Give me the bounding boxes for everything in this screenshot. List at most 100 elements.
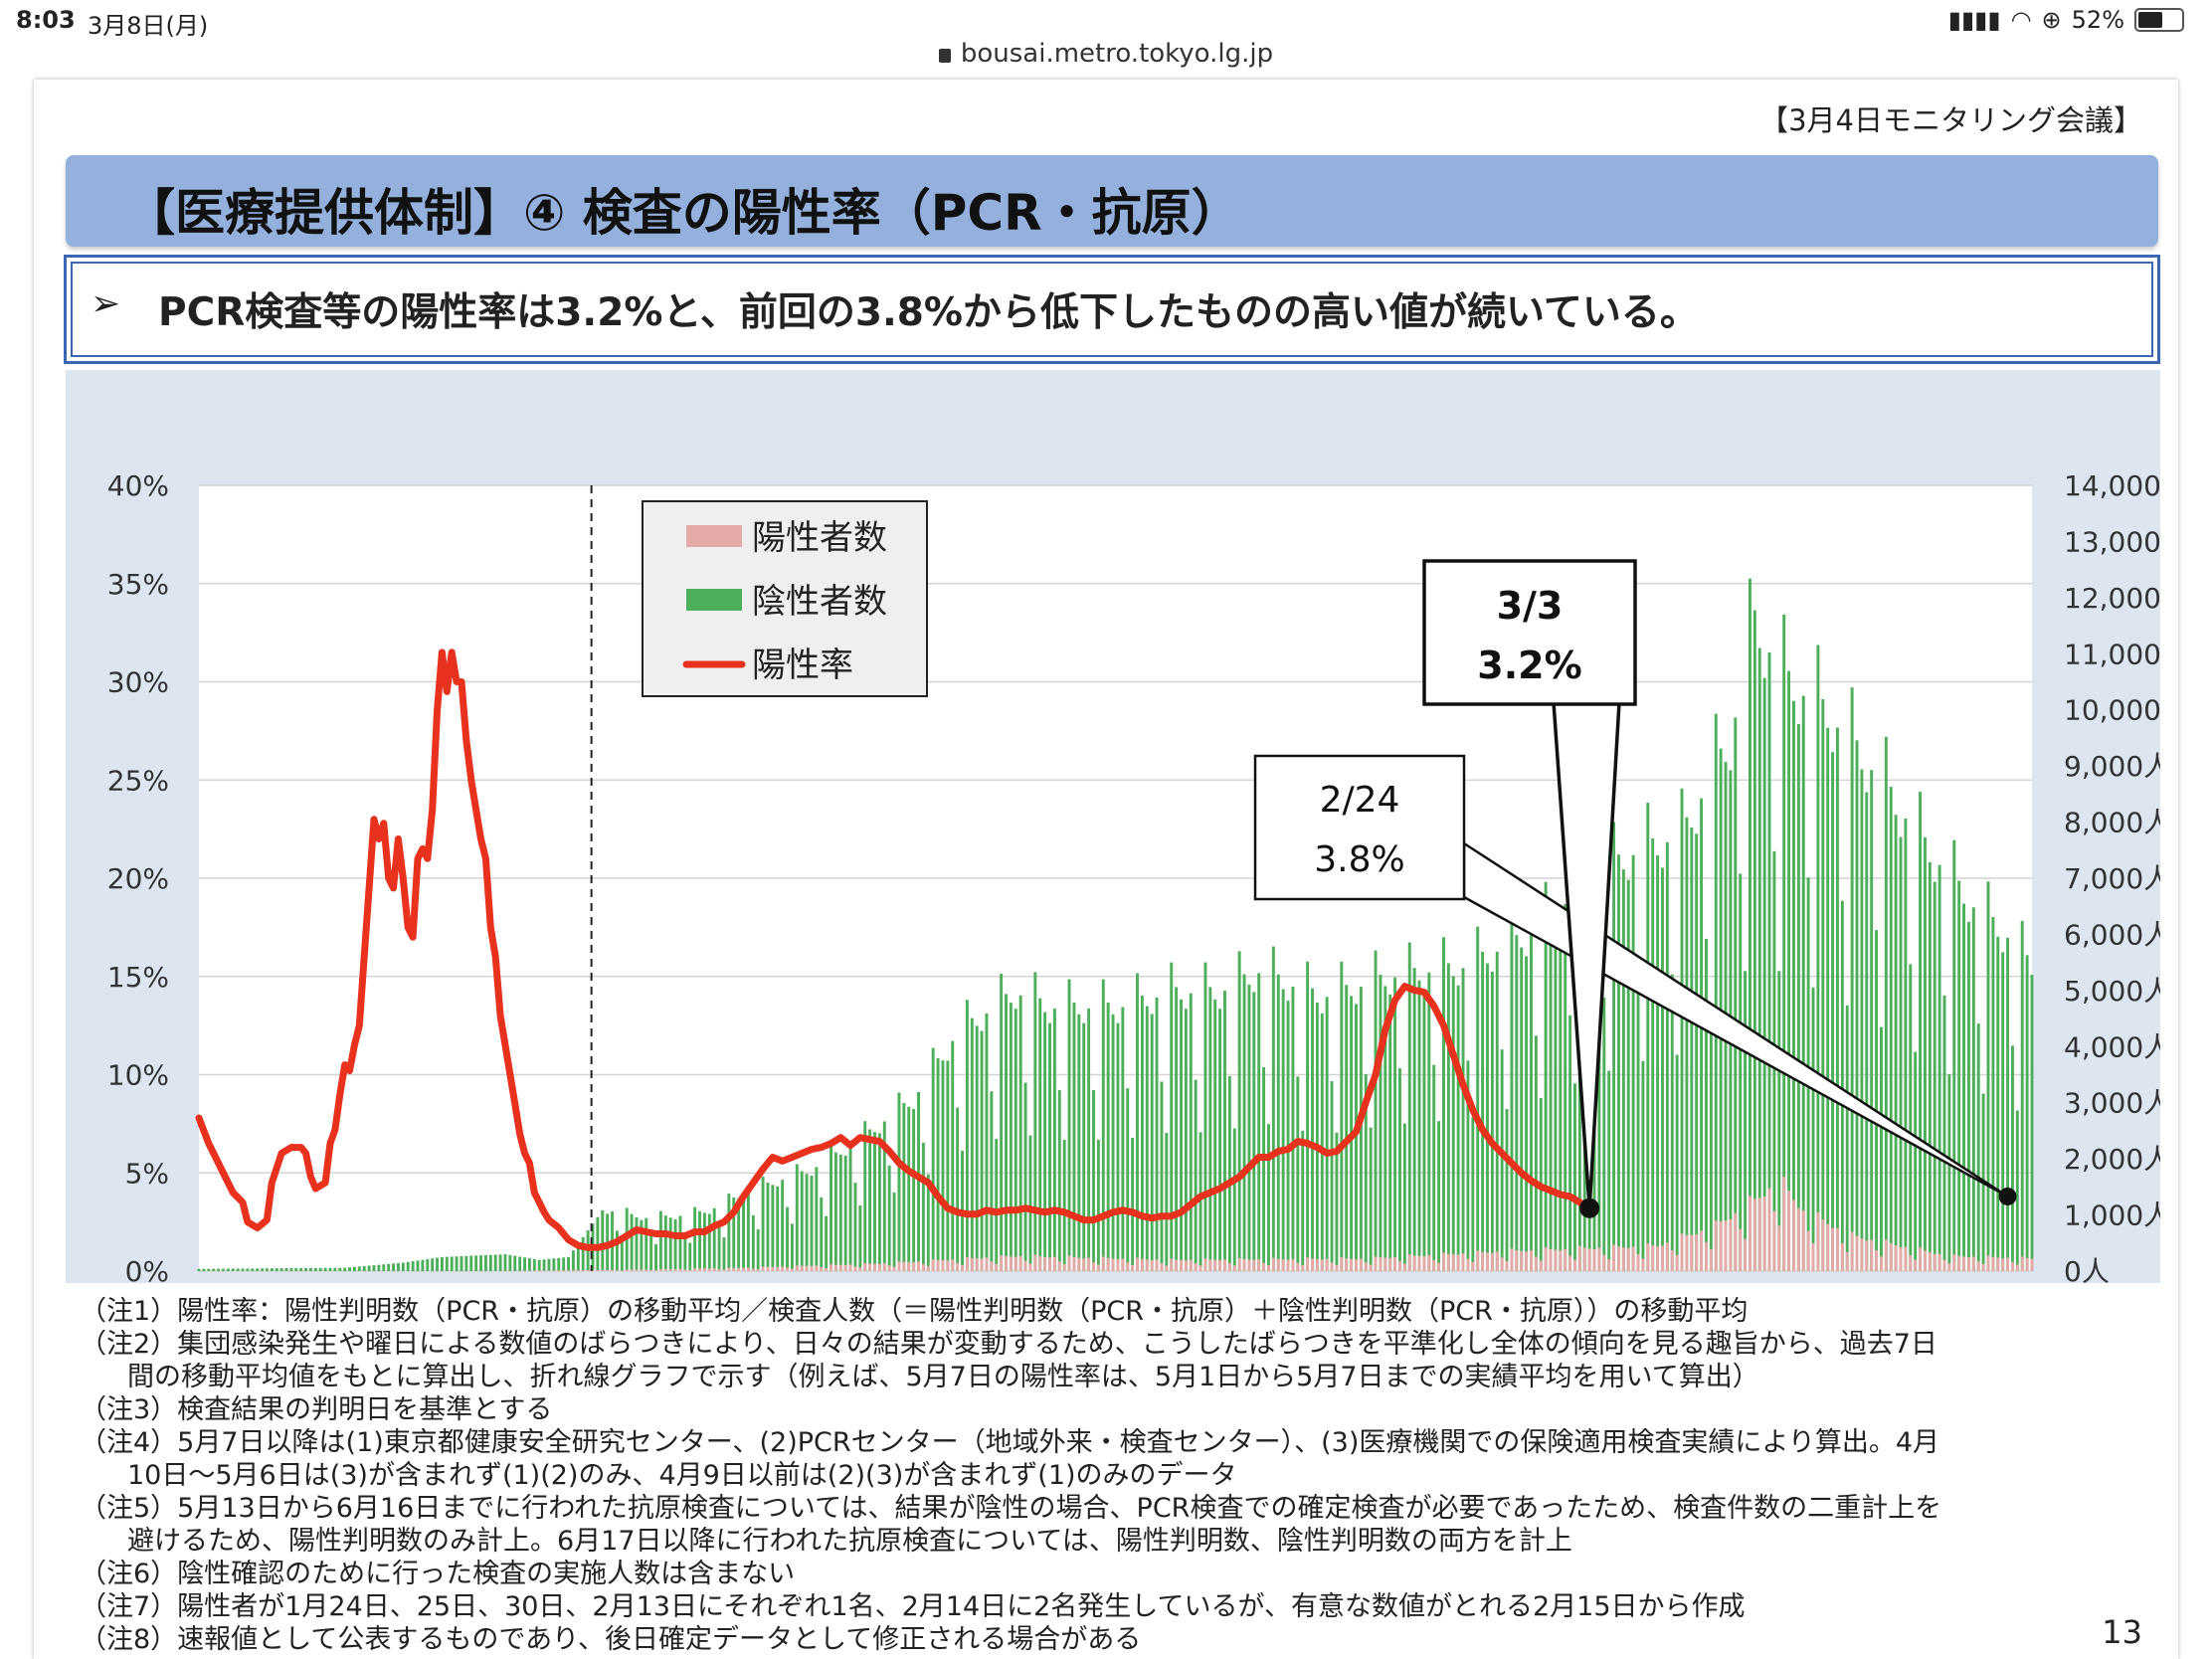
negative-bar — [732, 1198, 736, 1271]
negative-bar — [1111, 1014, 1115, 1271]
positive-bar — [1271, 1257, 1275, 1271]
y-left-tick-label: 35% — [107, 568, 169, 601]
negative-bar — [995, 1139, 999, 1271]
positive-bar — [1291, 1258, 1295, 1271]
positive-bar — [567, 1270, 570, 1271]
y-right-tick-label: 6,000人 — [2064, 918, 2160, 951]
negative-bar — [1393, 977, 1397, 1271]
positive-bar — [1680, 1233, 1684, 1271]
negative-bar — [1840, 900, 1844, 1271]
negative-bar — [1227, 1076, 1231, 1271]
positive-bar — [1831, 1227, 1835, 1271]
negative-bar — [601, 1209, 605, 1271]
y-left-tick-label: 30% — [107, 666, 169, 699]
url-bar[interactable]: bousai.metro.tokyo.lg.jp — [0, 32, 2212, 76]
y-left-tick-label: 5% — [125, 1157, 169, 1190]
positive-bar — [1383, 1257, 1387, 1271]
negative-bar — [921, 1142, 925, 1271]
negative-bar — [236, 1268, 240, 1271]
y-right-tick-label: 0人 — [2064, 1255, 2110, 1283]
legend-swatch — [686, 525, 742, 547]
negative-bar — [241, 1268, 245, 1271]
negative-bar — [1665, 841, 1669, 1271]
negative-bar — [1821, 698, 1825, 1271]
positive-bar — [1427, 1255, 1431, 1271]
positive-bar — [985, 1257, 989, 1271]
positive-bar — [658, 1268, 662, 1271]
positive-bar — [1971, 1256, 1975, 1271]
positive-bar — [693, 1268, 697, 1271]
positive-bar — [1602, 1254, 1606, 1271]
negative-bar — [1461, 968, 1465, 1271]
positive-bar — [1757, 1198, 1761, 1271]
negative-bar — [431, 1258, 435, 1271]
negative-bar — [1996, 936, 2000, 1271]
positive-bar — [1281, 1259, 1285, 1271]
positive-bar — [576, 1270, 580, 1271]
positive-bar — [1018, 1255, 1022, 1271]
legend-label: 陰性者数 — [752, 582, 887, 622]
positive-bar — [1840, 1243, 1844, 1271]
negative-bar — [931, 1047, 935, 1271]
positive-bar — [1821, 1219, 1825, 1271]
negative-bar — [717, 1225, 721, 1271]
negative-bar — [1617, 854, 1620, 1271]
negative-bar — [1505, 1109, 1509, 1271]
positive-bar — [751, 1268, 755, 1271]
positive-bar — [1412, 1255, 1416, 1271]
positive-bar — [737, 1267, 741, 1271]
positive-bar — [1014, 1256, 1017, 1271]
positive-bar — [980, 1258, 984, 1271]
positive-bar — [1670, 1250, 1674, 1271]
negative-bar — [1077, 1014, 1081, 1271]
negative-bar — [868, 1129, 872, 1271]
positive-bar — [1106, 1257, 1110, 1271]
negative-bar — [1762, 677, 1766, 1271]
negative-bar — [1787, 670, 1791, 1271]
negative-bar — [261, 1268, 265, 1271]
negative-bar — [1573, 1083, 1576, 1271]
negative-bar — [1451, 976, 1455, 1271]
positive-bar — [830, 1264, 832, 1271]
positive-bar — [1515, 1250, 1519, 1271]
negative-bar — [382, 1264, 386, 1271]
positive-bar — [1617, 1246, 1620, 1271]
positive-bar — [1855, 1235, 1859, 1271]
negative-bar — [1947, 1073, 1951, 1271]
negative-bar — [2015, 1110, 2019, 1271]
note-6: （注6）陰性確認のために行った検査の実施人数は含まない — [80, 1559, 796, 1589]
positive-bar — [815, 1265, 819, 1271]
positive-bar — [892, 1266, 896, 1271]
positive-bar — [1057, 1261, 1061, 1271]
positive-bar — [1364, 1262, 1368, 1271]
positive-bar — [611, 1269, 614, 1271]
positive-bar — [1131, 1264, 1135, 1271]
positive-bar — [1315, 1258, 1319, 1271]
negative-bar — [1520, 947, 1524, 1271]
negative-bar — [221, 1268, 225, 1271]
positive-bar — [732, 1267, 736, 1271]
negative-bar — [1695, 833, 1699, 1271]
negative-bar — [1052, 1008, 1056, 1271]
negative-bar — [464, 1255, 468, 1271]
negative-bar — [557, 1257, 561, 1271]
negative-bar — [1554, 920, 1558, 1271]
negative-bar — [620, 1241, 624, 1271]
positive-bar — [1914, 1259, 1918, 1271]
positive-bar — [1996, 1257, 2000, 1271]
negative-bar — [936, 1057, 940, 1271]
negative-bar — [1612, 822, 1616, 1271]
negative-bar — [493, 1254, 497, 1271]
negative-bar — [965, 1000, 969, 1271]
negative-bar — [830, 1145, 832, 1271]
positive-bar — [941, 1260, 945, 1271]
negative-bar — [508, 1254, 512, 1271]
negative-bar — [990, 1091, 994, 1271]
y-left-tick-label: 25% — [107, 764, 169, 797]
negative-bar — [367, 1265, 371, 1271]
negative-bar — [299, 1267, 303, 1271]
negative-bar — [707, 1213, 711, 1271]
positive-bar — [591, 1270, 595, 1271]
negative-bar — [1325, 997, 1329, 1271]
negative-bar — [1379, 974, 1382, 1271]
